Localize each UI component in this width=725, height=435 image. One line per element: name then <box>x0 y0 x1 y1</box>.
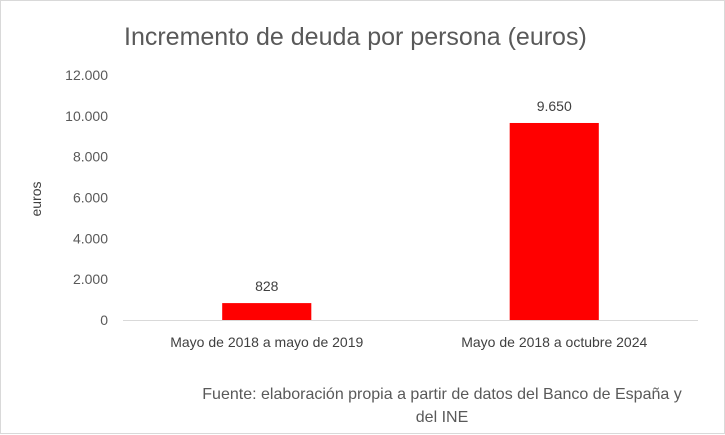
y-tick-label: 4.000 <box>73 230 108 246</box>
category-labels: Mayo de 2018 a mayo de 2019 Mayo de 2018 … <box>170 334 647 350</box>
y-tick-label: 6.000 <box>73 190 108 206</box>
source-line-2: del INE <box>416 409 468 426</box>
bar <box>509 122 599 321</box>
y-tick-label: 8.000 <box>73 149 108 165</box>
y-tick-label: 12.000 <box>65 67 108 83</box>
category-label: Mayo de 2018 a mayo de 2019 <box>170 334 363 350</box>
chart-title: Incremento de deuda por persona (euros) <box>124 23 587 51</box>
bar <box>222 303 312 320</box>
y-tick-label: 10.000 <box>65 108 108 124</box>
y-tick-label: 2.000 <box>73 271 108 287</box>
source-line-1: Fuente: elaboración propia a partir de d… <box>202 386 681 403</box>
y-tick-label: 0 <box>100 312 108 328</box>
bars <box>222 122 599 321</box>
data-label: 9.650 <box>537 98 572 114</box>
data-labels: 828 9.650 <box>255 98 572 294</box>
data-label: 828 <box>255 278 279 294</box>
category-label: Mayo de 2018 a octubre 2024 <box>461 334 647 350</box>
y-axis-title: euros <box>28 181 44 216</box>
y-axis-ticks: 0 2.000 4.000 6.000 8.000 10.000 12.000 <box>65 67 108 328</box>
